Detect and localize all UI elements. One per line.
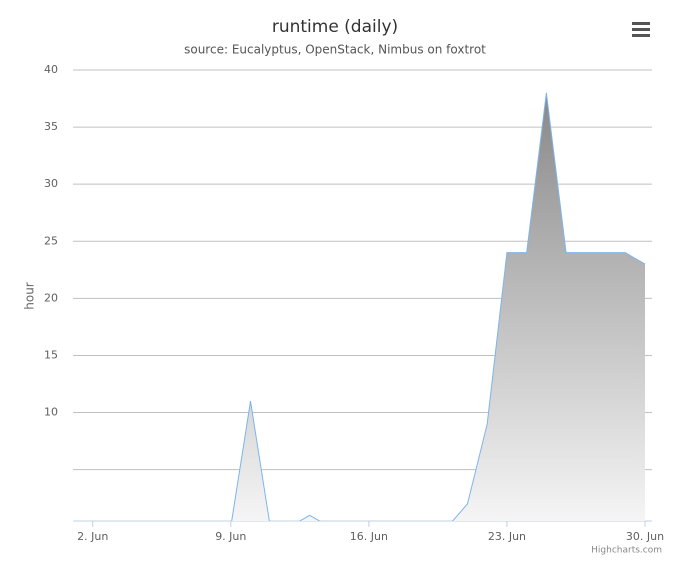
menu-bar bbox=[632, 22, 650, 25]
menu-bar bbox=[632, 34, 650, 37]
y-tick-label: 20 bbox=[44, 291, 58, 304]
plot-area bbox=[231, 92, 646, 521]
y-tick-label: 35 bbox=[44, 120, 58, 133]
credits: Highcharts.com bbox=[591, 546, 662, 556]
x-tick-label: 30. Jun bbox=[626, 530, 664, 543]
y-tick-label: 30 bbox=[44, 177, 58, 190]
area-fill bbox=[231, 92, 645, 521]
y-tick-label: 10 bbox=[44, 406, 58, 419]
y-tick-label: 25 bbox=[44, 234, 58, 247]
x-tick-label: 9. Jun bbox=[215, 530, 246, 543]
menu-bar bbox=[632, 28, 650, 31]
x-tick-label: 23. Jun bbox=[488, 530, 526, 543]
x-tick-label: 16. Jun bbox=[350, 530, 388, 543]
x-tick-label: 2. Jun bbox=[77, 530, 108, 543]
chart-title: runtime (daily) bbox=[272, 17, 398, 37]
menu-button[interactable] bbox=[632, 22, 650, 37]
y-tick-label: 40 bbox=[44, 63, 58, 76]
y-tick-label: 15 bbox=[44, 348, 58, 361]
area-line bbox=[231, 92, 646, 521]
chart-subtitle: source: Eucalyptus, OpenStack, Nimbus on… bbox=[184, 43, 486, 57]
y-axis-label: hour bbox=[23, 282, 37, 310]
